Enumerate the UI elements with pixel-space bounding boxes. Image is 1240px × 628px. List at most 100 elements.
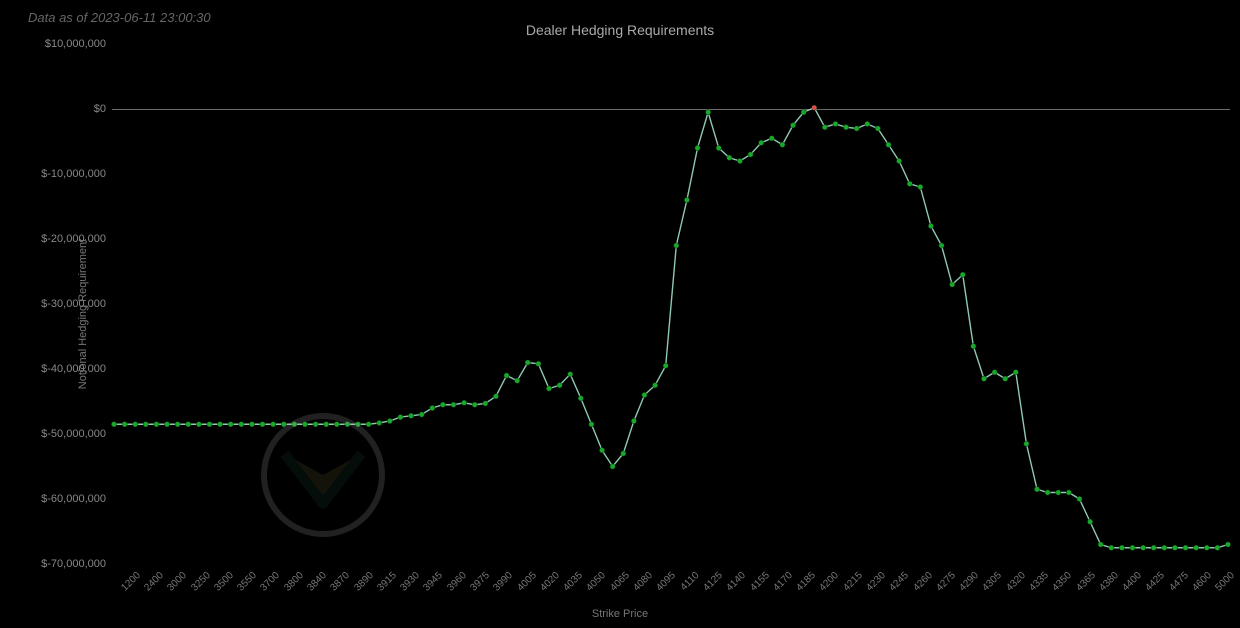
data-point — [430, 405, 435, 410]
data-point — [419, 412, 424, 417]
data-point — [822, 125, 827, 130]
data-point — [504, 373, 509, 378]
y-tick-label: $-30,000,000 — [41, 298, 106, 310]
x-tick-label: 4245 — [888, 570, 912, 594]
data-point — [154, 422, 159, 427]
data-point — [599, 448, 604, 453]
x-tick-label: 4065 — [608, 570, 632, 594]
hedging-line — [114, 108, 1228, 548]
data-point — [833, 121, 838, 126]
data-point — [451, 402, 456, 407]
x-tick-label: 3700 — [259, 570, 283, 594]
x-tick-label: 4200 — [818, 570, 842, 594]
data-point — [525, 360, 530, 365]
data-point — [1141, 545, 1146, 550]
x-tick-label: 4475 — [1167, 570, 1191, 594]
x-tick-label: 3500 — [212, 570, 236, 594]
data-point — [759, 140, 764, 145]
data-point — [748, 152, 753, 157]
data-point — [377, 420, 382, 425]
data-point — [175, 422, 180, 427]
data-point — [1194, 545, 1199, 550]
data-point — [355, 422, 360, 427]
data-point — [1172, 545, 1177, 550]
data-point — [207, 422, 212, 427]
data-point — [1204, 545, 1209, 550]
x-tick-label: 4425 — [1144, 570, 1168, 594]
plot-area: $10,000,000$0$-10,000,000$-20,000,000$-3… — [112, 44, 1230, 564]
data-point — [950, 282, 955, 287]
data-point — [164, 422, 169, 427]
data-point — [971, 344, 976, 349]
data-point — [440, 402, 445, 407]
data-point — [652, 383, 657, 388]
x-tick-label: 4155 — [748, 570, 772, 594]
data-point — [1215, 545, 1220, 550]
data-point — [1130, 545, 1135, 550]
data-point — [843, 125, 848, 130]
x-tick-label: 3000 — [166, 570, 190, 594]
x-tick-label: 4335 — [1027, 570, 1051, 594]
data-point — [875, 126, 880, 131]
y-tick-label: $-40,000,000 — [41, 363, 106, 375]
data-point — [345, 422, 350, 427]
data-point — [865, 121, 870, 126]
x-tick-label: 3930 — [399, 570, 423, 594]
data-point — [854, 126, 859, 131]
data-point — [218, 422, 223, 427]
x-tick-label: 4400 — [1121, 570, 1145, 594]
x-tick-label: 3840 — [305, 570, 329, 594]
data-point — [1183, 545, 1188, 550]
x-tick-label: 3250 — [189, 570, 213, 594]
data-point — [992, 370, 997, 375]
data-point — [631, 418, 636, 423]
x-tick-label: 4185 — [794, 570, 818, 594]
x-tick-label: 4125 — [701, 570, 725, 594]
y-tick-label: $-70,000,000 — [41, 558, 106, 570]
x-tick-label: 3960 — [445, 570, 469, 594]
data-point — [483, 401, 488, 406]
data-point — [1162, 545, 1167, 550]
data-point — [674, 243, 679, 248]
data-point — [642, 392, 647, 397]
x-tick-label: 4140 — [725, 570, 749, 594]
data-point — [546, 386, 551, 391]
x-tick-label: 3890 — [352, 570, 376, 594]
x-tick-label: 4050 — [585, 570, 609, 594]
x-tick-label: 4110 — [678, 570, 701, 593]
x-tick-label: 4600 — [1190, 570, 1214, 594]
data-point — [1087, 519, 1092, 524]
x-tick-label: 4380 — [1097, 570, 1121, 594]
x-tick-label: 4320 — [1004, 570, 1028, 594]
data-point — [408, 413, 413, 418]
data-point — [727, 155, 732, 160]
y-tick-label: $-20,000,000 — [41, 233, 106, 245]
data-point — [281, 422, 286, 427]
x-tick-label: 3800 — [282, 570, 306, 594]
chart-svg — [112, 44, 1230, 564]
x-tick-label: 3975 — [468, 570, 492, 594]
data-point — [1119, 545, 1124, 550]
x-tick-label: 3550 — [235, 570, 259, 594]
data-point — [769, 136, 774, 141]
data-point — [684, 197, 689, 202]
data-point — [366, 422, 371, 427]
data-point — [228, 422, 233, 427]
data-point — [1109, 545, 1114, 550]
data-point — [239, 422, 244, 427]
data-point — [260, 422, 265, 427]
y-tick-label: $-50,000,000 — [41, 428, 106, 440]
data-point — [716, 145, 721, 150]
data-point — [387, 418, 392, 423]
data-point — [186, 422, 191, 427]
y-tick-label: $-10,000,000 — [41, 168, 106, 180]
data-point — [578, 396, 583, 401]
data-point — [143, 422, 148, 427]
x-tick-label: 4170 — [771, 570, 795, 594]
data-point — [812, 105, 817, 110]
x-tick-label: 4275 — [934, 570, 958, 594]
data-point — [886, 142, 891, 147]
x-tick-label: 1200 — [119, 570, 143, 594]
data-point — [1045, 490, 1050, 495]
x-tick-label: 5000 — [1214, 570, 1238, 594]
